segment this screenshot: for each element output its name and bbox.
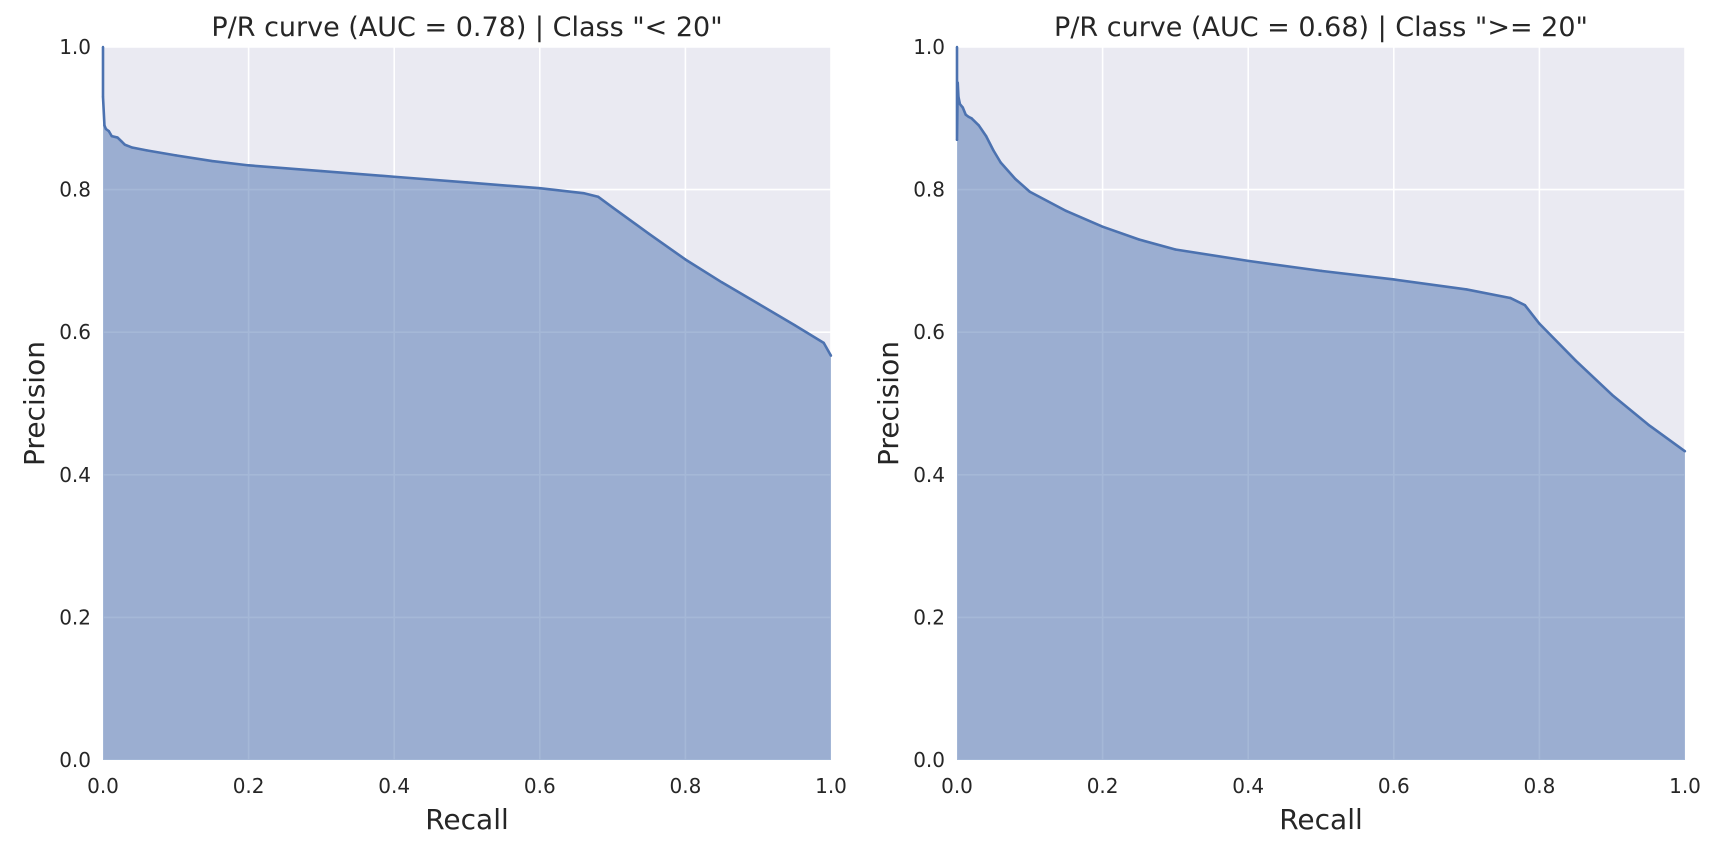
pr-point	[1247, 259, 1250, 263]
y-tick-label: 1.0	[913, 35, 945, 59]
pr-point	[1014, 177, 1017, 181]
pr-point	[829, 354, 833, 357]
pr-point	[967, 115, 970, 119]
pr-point	[145, 149, 148, 152]
pr-point	[757, 302, 760, 305]
chart-panel-2: 0.0 0.2 0.4 0.6 0.8 1.0 0.0 0.2 0.4 0.6 0.8 1.0 P/R …	[872, 12, 1701, 836]
x-tick-label: 1.0	[815, 774, 847, 798]
pr-point	[174, 154, 177, 157]
x-axis-label: Recall	[1279, 803, 1363, 836]
pr-point	[1509, 296, 1512, 300]
pr-point	[984, 134, 988, 138]
pr-point	[130, 146, 134, 149]
pr-point	[582, 191, 585, 195]
y-tick-label: 0.0	[59, 748, 91, 772]
x-tick-label: 0.0	[941, 774, 973, 798]
chart-panel-1: 0.0 0.2 0.4 0.6 0.8 1.0 0.0 0.2 0.4 0.6 0.8 1.0 P/R …	[18, 12, 847, 836]
pr-area-fill	[957, 47, 1685, 760]
x-axis-label: Recall	[425, 803, 509, 836]
pr-point	[970, 117, 973, 120]
pr-point	[999, 161, 1002, 164]
pr-point	[1392, 278, 1396, 281]
pr-point	[1538, 322, 1541, 325]
y-tick-label: 0.4	[913, 463, 945, 487]
pr-point	[1647, 423, 1650, 427]
x-tick-label: 0.0	[87, 774, 119, 798]
x-tick-label: 0.8	[669, 774, 701, 798]
x-tick-label: 0.6	[524, 774, 556, 798]
x-tick-label: 0.2	[233, 774, 265, 798]
pr-point	[992, 149, 995, 152]
y-axis-label: Precision	[18, 341, 51, 466]
pr-point	[110, 134, 113, 138]
pr-point	[1611, 393, 1614, 397]
pr-point	[465, 181, 469, 184]
pr-point	[955, 45, 959, 49]
x-tick-label: 0.6	[1378, 774, 1410, 798]
y-tick-label: 0.6	[913, 320, 945, 344]
pr-point	[955, 138, 959, 141]
pr-point	[647, 232, 651, 236]
pr-point	[684, 258, 687, 261]
pr-point	[1465, 288, 1468, 291]
pr-point	[964, 113, 967, 116]
x-tick-label: 1.0	[1669, 774, 1701, 798]
pr-point	[103, 124, 106, 127]
pr-point	[958, 102, 962, 106]
pr-curve-line	[101, 47, 833, 357]
pr-point	[120, 139, 123, 143]
pr-point	[1137, 238, 1141, 241]
y-tick-label: 0.0	[913, 748, 945, 772]
pr-point	[211, 159, 214, 163]
pr-point	[977, 124, 981, 127]
pr-point	[116, 136, 119, 139]
pr-point	[101, 45, 105, 49]
pr-point	[961, 106, 965, 109]
pr-point	[320, 169, 323, 173]
pr-point	[611, 206, 614, 209]
pr-point	[1174, 248, 1177, 251]
x-tick-label: 0.8	[1523, 774, 1555, 798]
pr-point	[1523, 303, 1527, 307]
y-axis-label: Precision	[872, 341, 905, 466]
pr-point	[1028, 190, 1032, 193]
pr-point	[1101, 225, 1104, 228]
y-tick-label: 0.4	[59, 463, 91, 487]
chart-title: P/R curve (AUC = 0.78) | Class "< 20"	[211, 12, 722, 43]
pr-point	[596, 195, 600, 198]
pr-point	[957, 95, 960, 99]
pr-point	[1683, 450, 1687, 453]
pr-point	[538, 186, 541, 190]
pr-point	[720, 281, 723, 284]
y-tick-label: 0.6	[59, 320, 91, 344]
pr-point	[956, 81, 959, 84]
pr-point	[104, 127, 108, 131]
pr-point	[393, 175, 396, 178]
pr-point	[247, 164, 250, 167]
pr-point	[107, 129, 111, 133]
y-tick-label: 0.2	[913, 605, 945, 629]
y-tick-label: 0.2	[59, 605, 91, 629]
pr-point	[123, 143, 127, 146]
pr-point	[1065, 209, 1068, 213]
x-tick-label: 0.4	[1232, 774, 1264, 798]
y-tick-label: 1.0	[59, 35, 91, 59]
pr-point	[101, 95, 105, 99]
y-tick-label: 0.8	[913, 178, 945, 202]
chart-title: P/R curve (AUC = 0.68) | Class ">= 20"	[1054, 12, 1588, 43]
pr-point	[1319, 269, 1323, 273]
x-tick-label: 0.4	[378, 774, 410, 798]
pr-point	[793, 323, 796, 327]
pr-point	[1574, 359, 1578, 362]
pr-area-fill	[103, 47, 831, 760]
x-tick-label: 0.2	[1087, 774, 1119, 798]
pr-point	[822, 341, 825, 345]
y-tick-label: 0.8	[59, 178, 91, 202]
